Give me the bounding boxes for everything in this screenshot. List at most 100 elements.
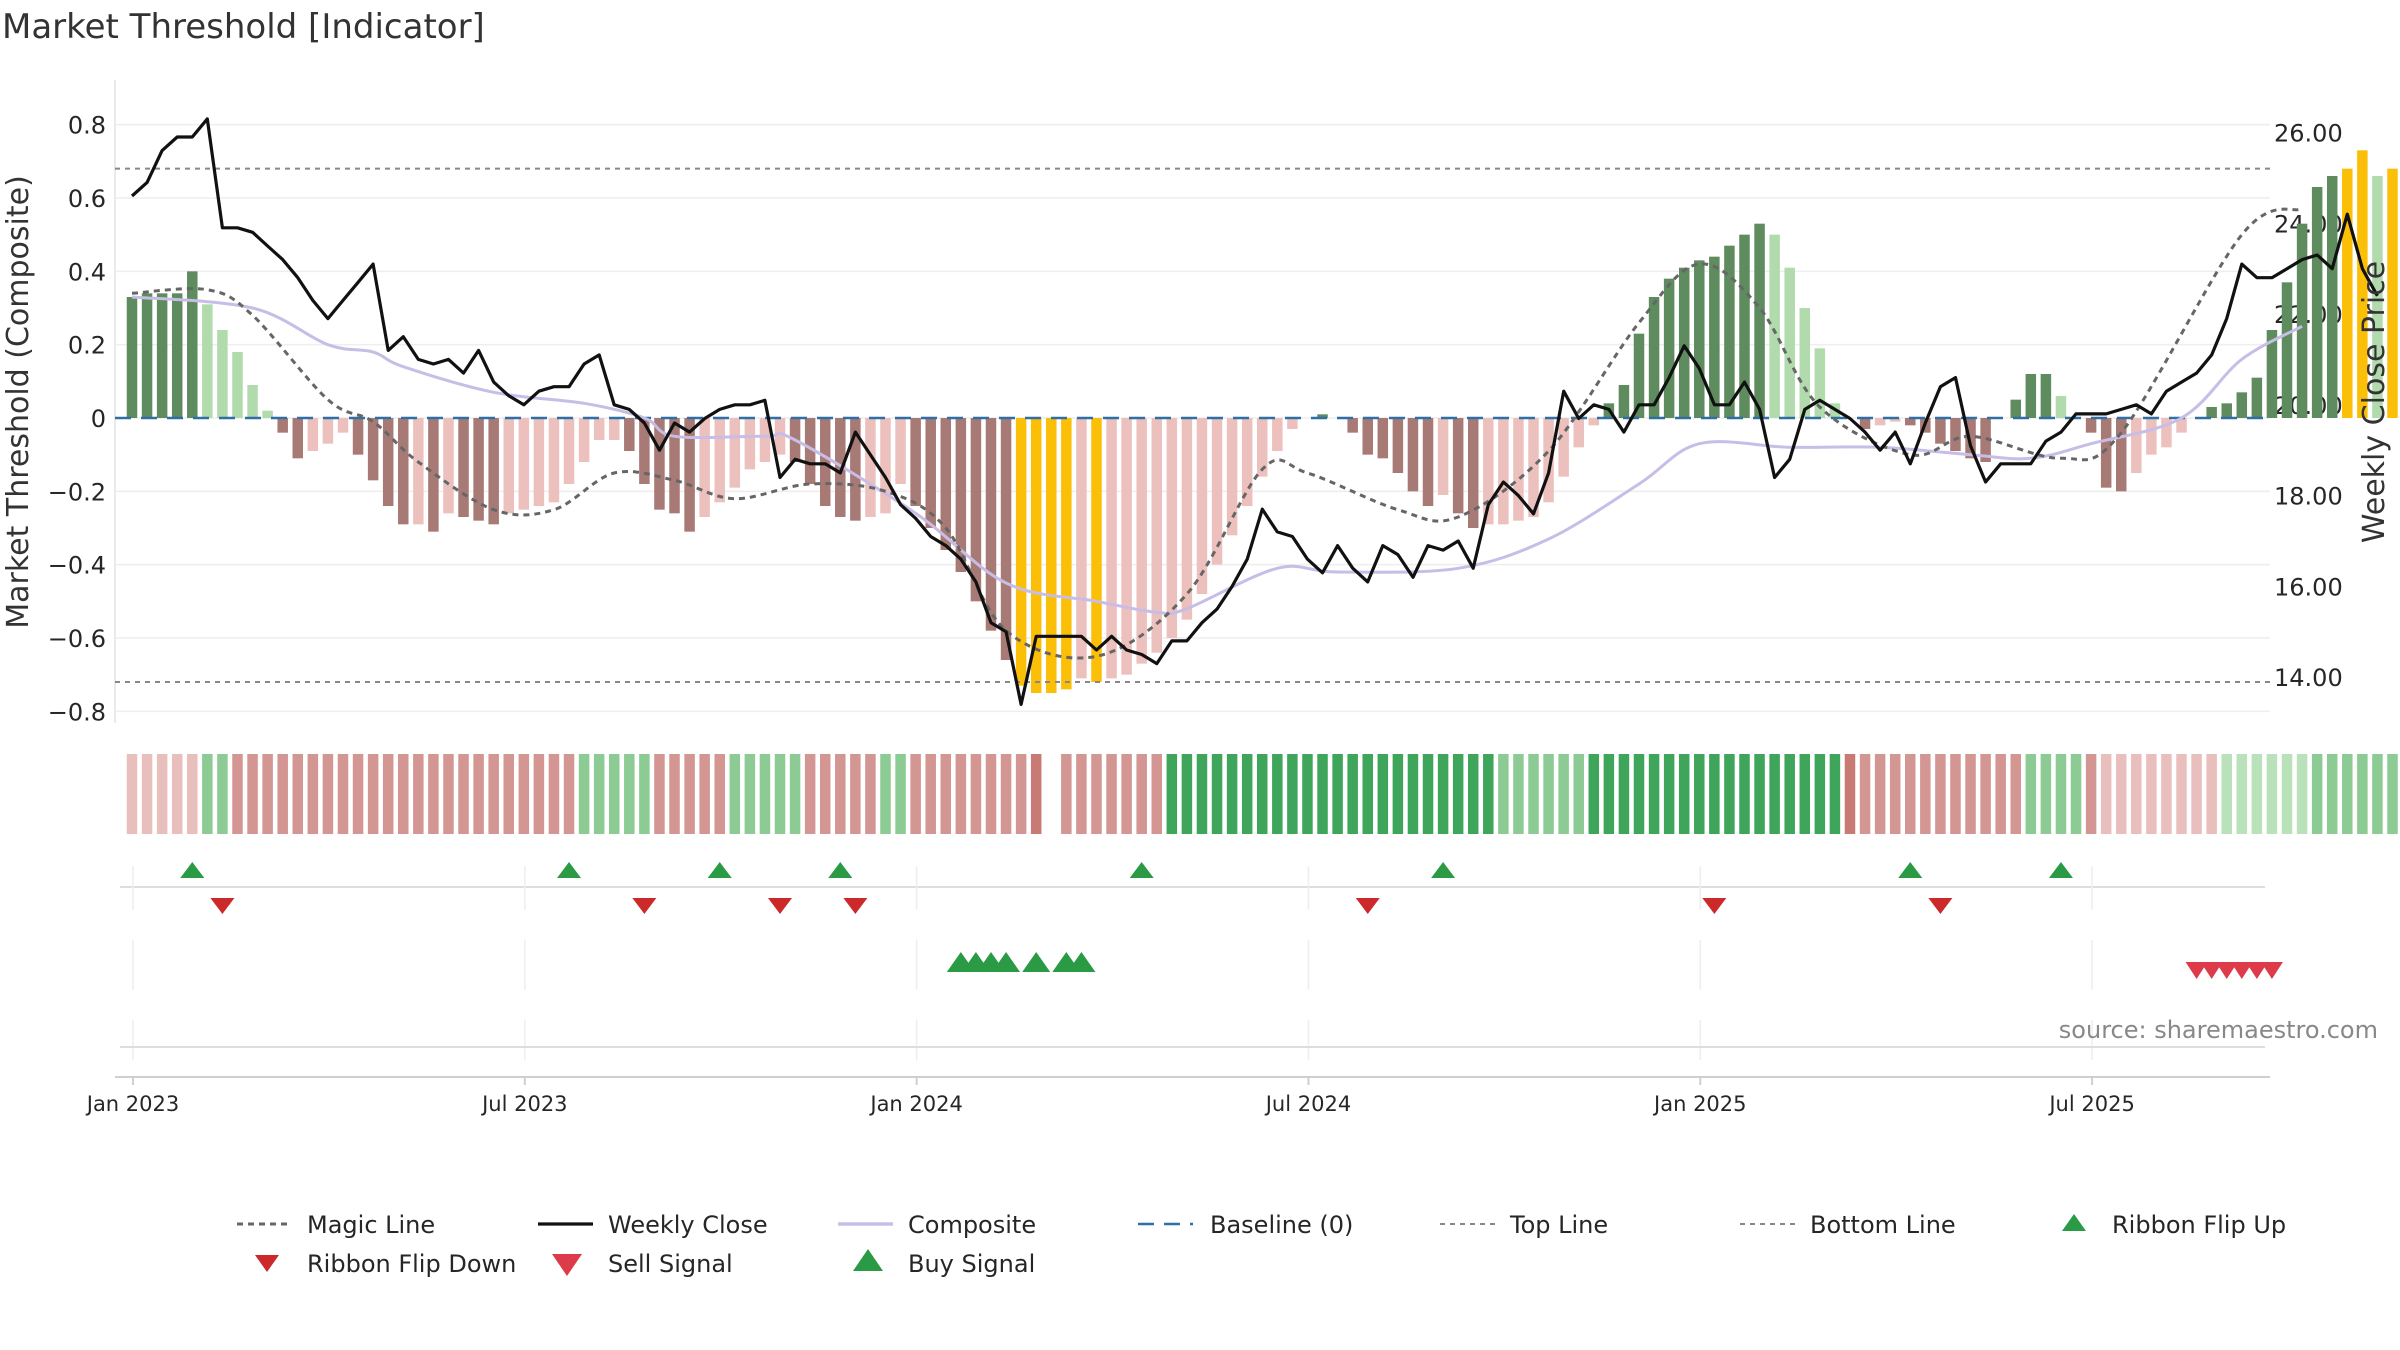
composite-bar <box>292 418 304 459</box>
ribbon-cell <box>1332 754 1343 834</box>
composite-bar <box>2236 392 2248 418</box>
composite-bar <box>1558 418 1569 477</box>
composite-bar <box>2040 374 2052 418</box>
ribbon-cell <box>1709 754 1720 834</box>
composite-line <box>131 295 2303 616</box>
right-y-tick-label: 14.00 <box>2274 664 2343 692</box>
ribbon-cell <box>955 754 967 834</box>
composite-bar <box>669 418 680 514</box>
right-axis-label: Weekly Close Price <box>2357 261 2392 543</box>
composite-bar <box>2010 399 2021 418</box>
ribbon-cell <box>1874 754 1886 834</box>
ribbon-cell <box>608 754 620 834</box>
ribbon-cell <box>1603 754 1615 834</box>
ribbon-cell <box>1106 754 1117 834</box>
buy-signal-markers <box>946 952 1096 972</box>
ribbon-flip-down-marker <box>1355 898 1380 914</box>
ribbon-cell <box>1467 754 1479 834</box>
composite-bar <box>533 418 545 506</box>
legend-swatch-buy-signal <box>853 1249 883 1271</box>
composite-bar <box>1091 418 1102 682</box>
composite-bar <box>895 418 906 484</box>
ribbon-cell <box>2055 754 2067 834</box>
ribbon-cell <box>2342 754 2353 834</box>
ribbon-cell <box>518 754 530 834</box>
ribbon-cell <box>1211 754 1223 834</box>
composite-bar <box>367 418 379 481</box>
ribbon-flip-up-marker <box>180 862 205 878</box>
composite-bar <box>1377 418 1389 459</box>
ribbon-cell <box>759 754 771 834</box>
composite-bar <box>2357 150 2368 419</box>
composite-bar <box>488 418 499 525</box>
composite-bar <box>1106 418 1117 679</box>
ribbon-cell <box>639 754 650 834</box>
composite-bar <box>2100 418 2112 488</box>
composite-bar <box>443 418 454 514</box>
ribbon-cell <box>141 754 153 834</box>
ribbon-cell <box>2281 754 2293 834</box>
composite-bar <box>2281 282 2293 418</box>
ribbon-cell <box>624 754 635 834</box>
ribbon-cell <box>413 754 424 834</box>
left-y-tick-label: 0.2 <box>68 332 106 360</box>
sell-signal-marker <box>2230 962 2253 979</box>
ribbon-cell <box>247 754 258 834</box>
x-tick-label: Jan 2025 <box>1652 1092 1747 1116</box>
composite-bar <box>1362 418 1373 455</box>
bottom-panel: Jan 2023 Jul 2023 Jan 2024 Jul 2024 Jan 2025… <box>85 1016 2378 1116</box>
left-y-tick-label: 0.6 <box>68 185 106 213</box>
ribbon-cell <box>2236 754 2248 834</box>
composite-bar <box>2296 223 2308 418</box>
left-y-tick-label: 0.8 <box>68 112 106 140</box>
ribbon-cell <box>322 754 334 834</box>
composite-bar <box>774 418 786 455</box>
composite-bar <box>1347 418 1358 433</box>
weekly-close-line <box>130 117 2379 706</box>
ribbon-cell <box>292 754 304 834</box>
sell-signal-marker <box>2215 962 2238 979</box>
composite-bar <box>1648 297 1660 418</box>
legend-item-top-line: Top Line <box>1440 1211 1608 1239</box>
legend-item-ribbon-flip-down: Ribbon Flip Down <box>255 1250 516 1278</box>
ribbon-cell <box>804 754 816 834</box>
legend-label-ribbon-flip-down: Ribbon Flip Down <box>307 1250 516 1278</box>
legend-item-sell-signal: Sell Signal <box>552 1250 733 1278</box>
legend-label-buy-signal: Buy Signal <box>908 1250 1035 1278</box>
ribbon-cell <box>774 754 786 834</box>
signals-panel-gridlines <box>132 940 2093 990</box>
composite-bar <box>187 271 198 418</box>
buy-signal-marker <box>992 952 1021 972</box>
ribbon-flip-down-marker <box>210 898 235 914</box>
composite-bar <box>2326 176 2338 418</box>
ribbon-cell <box>187 754 198 834</box>
composite-bar <box>1287 418 1298 429</box>
composite-bar <box>1528 418 1539 517</box>
ribbon-cell <box>2296 754 2308 834</box>
ribbon-cell <box>970 754 982 834</box>
composite-bar <box>910 418 921 506</box>
composite-bar <box>1905 418 1916 426</box>
composite-bar <box>2176 418 2187 433</box>
composite-bar <box>1015 418 1027 686</box>
ribbon-cell <box>684 754 695 834</box>
legend-item-weekly-close: Weekly Close <box>538 1211 768 1239</box>
ribbon-cell <box>910 754 921 834</box>
composite-bar <box>1452 418 1464 514</box>
ribbon-cell <box>2146 754 2157 834</box>
composite-bar <box>835 418 846 517</box>
composite-bar <box>624 418 635 451</box>
ribbon-cell <box>880 754 891 834</box>
composite-bar <box>1754 223 1765 418</box>
legend-swatch-sell-signal <box>552 1254 582 1276</box>
composite-bar <box>850 418 861 521</box>
legend-item-ribbon-flip-up: Ribbon Flip Up <box>2062 1211 2286 1239</box>
ribbon-cell <box>352 754 364 834</box>
left-y-tick-label: −0.2 <box>48 478 106 506</box>
ribbon-cell <box>1588 754 1600 834</box>
composite-bar <box>1121 418 1132 675</box>
composite-bar <box>940 418 952 550</box>
ribbon-cell <box>1784 754 1795 834</box>
composite-bar <box>729 418 741 488</box>
composite-bar <box>202 304 213 418</box>
